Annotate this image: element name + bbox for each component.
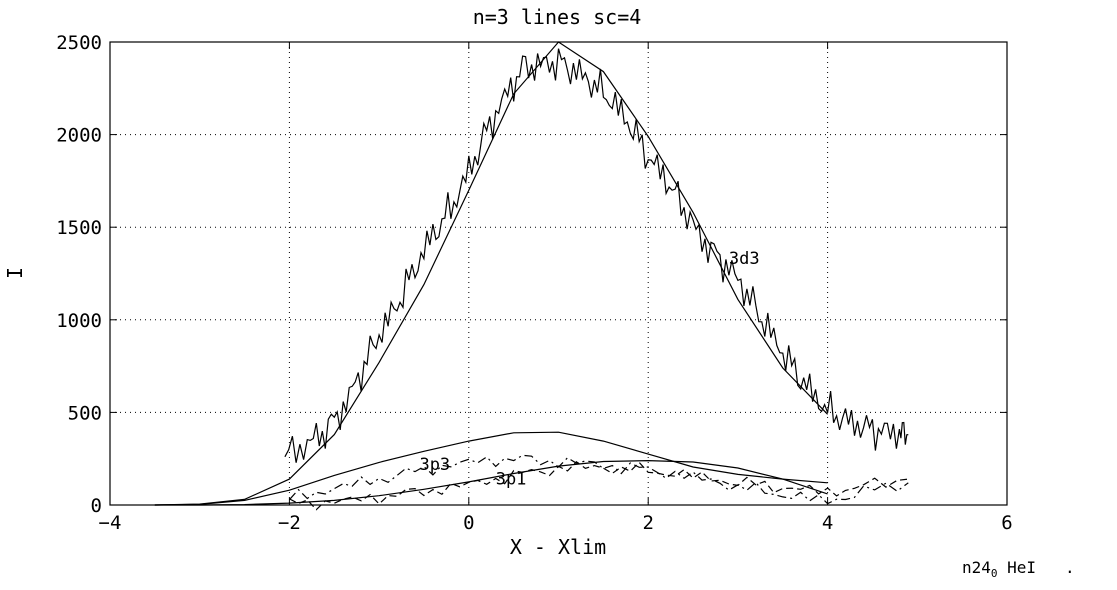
x-tick-label: 2	[642, 512, 653, 534]
footer-prefix: n24	[962, 558, 991, 577]
footer-suffix: HeI .	[997, 558, 1075, 577]
series-line-3p3	[154, 431, 828, 506]
annotation-3p1: 3p1	[496, 470, 527, 490]
y-axis-label: I	[3, 267, 27, 279]
y-tick-label: 1500	[56, 217, 102, 239]
x-axis-label: X - Xlim	[510, 535, 606, 559]
x-tick-label: −2	[278, 512, 301, 534]
chart-title: n=3 lines sc=4	[473, 5, 642, 29]
series-line-3d3	[154, 41, 829, 506]
series-line-3p3-observed	[288, 454, 909, 505]
y-tick-label: 2500	[56, 32, 102, 54]
y-tick-label: 500	[68, 402, 102, 424]
series-line-3d3-observed	[284, 48, 909, 463]
x-tick-label: 0	[463, 512, 474, 534]
y-tick-label: 0	[91, 495, 102, 517]
annotation-3p3: 3p3	[419, 455, 450, 475]
grid	[110, 42, 1007, 505]
x-tick-label: 6	[1001, 512, 1012, 534]
x-tick-label: −4	[99, 512, 122, 534]
annotation-3d3: 3d3	[729, 249, 760, 269]
footer-subscript: 0	[990, 567, 998, 581]
y-tick-label: 2000	[56, 125, 102, 147]
annotation-layer: 3d3 3p3 3p1	[419, 249, 759, 489]
series-line-3p1	[154, 459, 828, 506]
y-tick-label: 1000	[56, 310, 102, 332]
x-tick-label: 4	[822, 512, 833, 534]
series-layer	[154, 41, 909, 511]
plot-frame	[109, 41, 1008, 506]
tick-layer: −4 −2 0 2 4 6 0 500 1000 1500 2000 2500	[56, 32, 1012, 534]
series-line-3p1-observed	[289, 461, 909, 511]
footer-caption: n240 HeI .	[962, 558, 1075, 580]
